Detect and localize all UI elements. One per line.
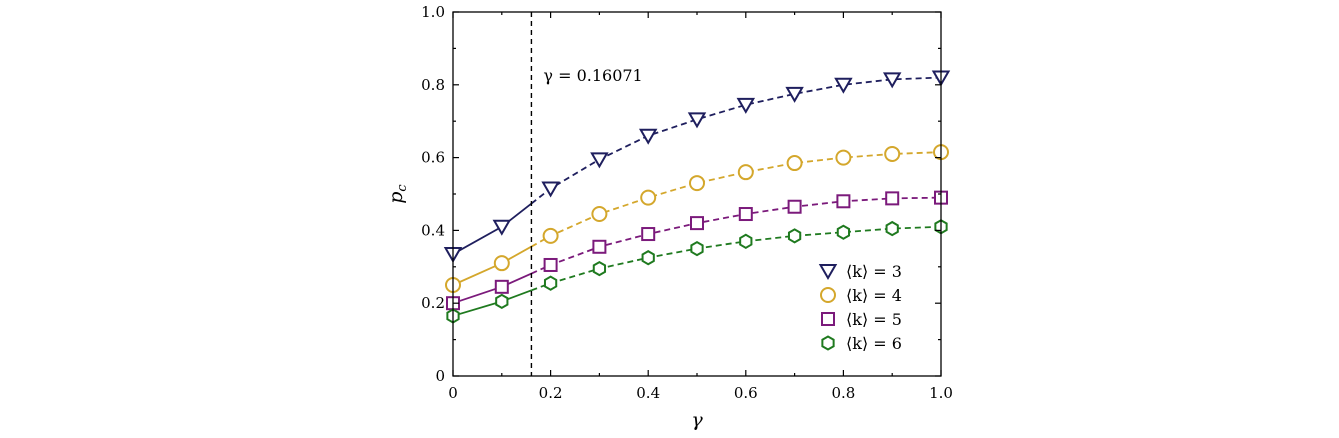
data-point: [493, 255, 510, 272]
data-point: [689, 175, 705, 192]
series-line-dashed-4: [531, 225, 942, 292]
data-point: [687, 112, 707, 129]
data-point: [542, 227, 559, 244]
y-tick-label: 0: [435, 367, 445, 385]
y-tick-label: 0.6: [421, 149, 445, 167]
data-point: [835, 149, 852, 166]
data-point: [543, 275, 558, 291]
legend-marker: [820, 287, 836, 303]
data-point: [492, 219, 512, 236]
data-point: [836, 194, 851, 209]
data-point: [592, 239, 607, 254]
threshold-annotation: γ = 0.16071: [543, 66, 642, 85]
legend-marker: [821, 312, 835, 326]
legend-marker: [818, 264, 838, 281]
x-tick-label: 0.2: [539, 384, 563, 402]
series-line-dashed-2: [530, 151, 942, 248]
legend-label: ⟨k⟩ = 6: [846, 334, 902, 353]
data-point: [787, 228, 802, 244]
series-line-solid-3: [452, 272, 532, 305]
y-tick-label: 1.0: [421, 3, 445, 21]
x-axis-label: γ: [691, 409, 703, 431]
data-point: [882, 72, 902, 89]
data-point: [785, 86, 804, 103]
data-point: [592, 260, 607, 277]
data-point: [641, 250, 655, 266]
legend-label: ⟨k⟩ = 5: [846, 310, 902, 329]
y-tick-label: 0.4: [421, 221, 445, 239]
data-point: [640, 189, 657, 206]
data-point: [638, 128, 658, 145]
data-point: [641, 227, 656, 242]
x-tick-label: 1.0: [929, 384, 953, 402]
data-point: [494, 279, 509, 294]
data-point: [836, 224, 851, 240]
x-tick-label: 0: [448, 384, 458, 402]
legend: ⟨k⟩ = 3 ⟨k⟩ = 4 ⟨k⟩ = 5 ⟨k⟩ = 6: [818, 262, 902, 353]
data-point: [738, 207, 753, 222]
data-point: [495, 293, 509, 310]
data-point: [591, 206, 608, 223]
series-line-solid-1: [452, 202, 532, 255]
data-point: [543, 257, 558, 272]
data-point: [834, 77, 853, 94]
series-line-dashed-1: [530, 76, 942, 205]
data-point: [690, 216, 704, 231]
data-point: [541, 181, 560, 198]
y-tick-label: 0.2: [421, 294, 445, 312]
data-point: [690, 240, 704, 257]
y-tick-label: 0.8: [421, 76, 445, 94]
data-point: [885, 220, 899, 237]
x-tick-label: 0.4: [636, 384, 660, 402]
data-point: [885, 191, 900, 206]
x-tick-label: 0.8: [831, 384, 855, 402]
x-tick-label: 0.6: [734, 384, 758, 402]
data-point: [736, 97, 756, 114]
data-point: [786, 155, 803, 172]
data-point: [884, 145, 901, 162]
series-line-solid-4: [452, 289, 532, 317]
legend-label: ⟨k⟩ = 4: [846, 286, 902, 305]
data-point: [739, 233, 753, 249]
data-point: [737, 164, 754, 181]
y-axis-label: pc: [385, 184, 410, 204]
marker-layer: [443, 70, 951, 324]
legend-label: ⟨k⟩ = 3: [846, 262, 902, 281]
data-point: [590, 152, 609, 169]
axes-layer: 0 0.2 0.4 0.6 0.8 1.0 0 0.2 0.4 0.6 0.8 1.0 γ pc γ = 0…: [385, 3, 953, 431]
data-point: [787, 199, 802, 214]
legend-marker: [821, 335, 835, 351]
